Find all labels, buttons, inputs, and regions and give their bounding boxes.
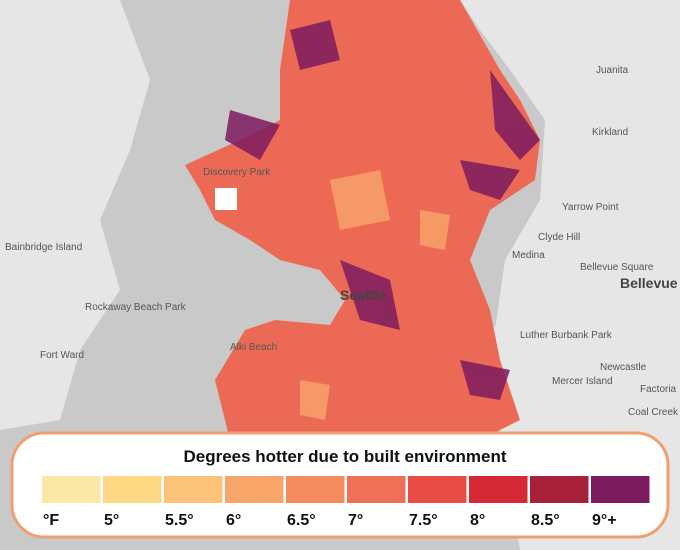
- map-label: Mercer Island: [552, 376, 613, 387]
- map-label: Luther Burbank Park: [520, 330, 613, 341]
- legend: °F 5° 5.5° 6° 6.5° 7° 7.5° 8° 8.5° 9°+: [42, 476, 650, 529]
- legend-label: 8°: [470, 512, 485, 529]
- map-label: Newcastle: [600, 362, 647, 373]
- map-label: Alki Beach: [230, 342, 277, 353]
- legend-label: 6.5°: [287, 512, 316, 529]
- map-label: Coal Creek: [628, 407, 679, 418]
- map-label: Clyde Hill: [538, 232, 580, 243]
- heat-cool-patches: [300, 170, 450, 420]
- legend-label: 5°: [104, 512, 119, 529]
- legend-label: 7°: [348, 512, 363, 529]
- map-label: Yarrow Point: [562, 202, 619, 213]
- legend-swatch: [347, 476, 406, 503]
- legend-label: 7.5°: [409, 512, 438, 529]
- map-label: Rockaway Beach Park: [85, 302, 187, 313]
- legend-swatch: [225, 476, 284, 503]
- map-label: Medina: [512, 250, 545, 261]
- legend-swatch: [408, 476, 467, 503]
- legend-label: 5.5°: [165, 512, 194, 529]
- map-label: Kirkland: [592, 127, 628, 138]
- map-label: Juanita: [596, 65, 629, 76]
- legend-label: 6°: [226, 512, 241, 529]
- legend-label: °F: [43, 512, 59, 529]
- legend-swatch: [530, 476, 589, 503]
- west-land: [0, 0, 150, 430]
- legend-swatch: [164, 476, 223, 503]
- legend-swatch: [42, 476, 101, 503]
- map-label: Bainbridge Island: [5, 242, 82, 253]
- legend-label: 8.5°: [531, 512, 560, 529]
- map-label: Seattle: [340, 287, 386, 303]
- legend-label: 9°+: [592, 512, 617, 529]
- map-label: Bellevue: [620, 275, 678, 291]
- legend-swatch: [591, 476, 650, 503]
- map-label: Discovery Park: [203, 167, 271, 178]
- map-label: Factoria: [640, 384, 677, 395]
- legend-title: Degrees hotter due to built environment: [183, 447, 506, 466]
- map-label: Fort Ward: [40, 350, 84, 361]
- legend-swatch: [286, 476, 345, 503]
- heat-hotspots: [225, 20, 540, 400]
- discovery-park-gap: [215, 188, 237, 210]
- legend-swatch: [469, 476, 528, 503]
- map-label: Bellevue Square: [580, 262, 654, 273]
- legend-swatch: [103, 476, 162, 503]
